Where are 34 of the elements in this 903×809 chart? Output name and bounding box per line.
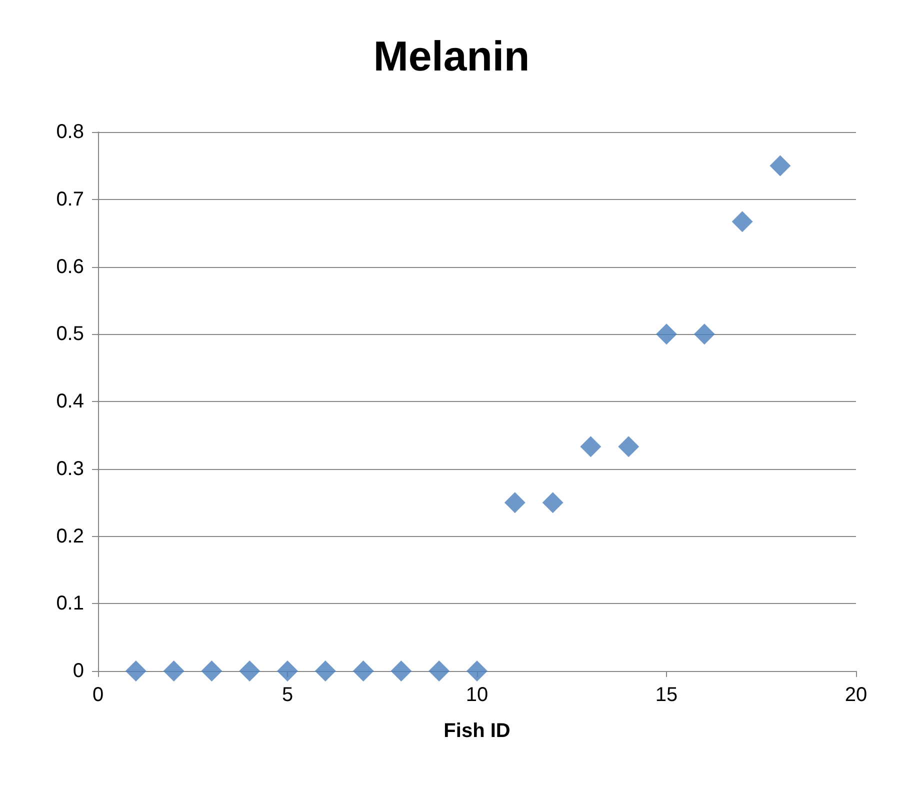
x-tick-label: 10 (466, 684, 488, 706)
point (656, 324, 677, 345)
y-tick-label: 0.8 (56, 121, 84, 143)
point (163, 660, 184, 682)
x-axis-title: Fish ID (444, 720, 510, 742)
point (732, 211, 753, 232)
y-tick-label: 0.2 (56, 525, 84, 548)
chart-title: Melanin (373, 32, 530, 80)
point (390, 660, 412, 682)
y-tick-label: 0.5 (56, 323, 84, 346)
point (580, 436, 602, 458)
y-tick-label: 0 (72, 660, 84, 682)
point (239, 660, 260, 682)
point (504, 492, 526, 514)
point (201, 660, 222, 682)
point (352, 660, 374, 682)
point (277, 660, 298, 682)
point (618, 436, 640, 458)
x-tick-label: 5 (282, 684, 294, 706)
y-tick-label: 0.7 (56, 188, 84, 210)
y-tick-label: 0.1 (56, 592, 84, 615)
y-tick-label: 0.3 (56, 458, 84, 480)
x-tick-label: 15 (655, 684, 678, 706)
point (314, 660, 336, 682)
point (770, 155, 791, 176)
point (542, 492, 564, 514)
point (125, 660, 146, 682)
point (428, 660, 450, 682)
point (694, 324, 715, 345)
y-tick-label: 0.6 (56, 256, 84, 278)
point (466, 660, 488, 682)
x-tick-label: 20 (844, 684, 868, 706)
y-tick-label: 0.4 (56, 390, 84, 412)
x-tick-label: 0 (92, 684, 104, 706)
